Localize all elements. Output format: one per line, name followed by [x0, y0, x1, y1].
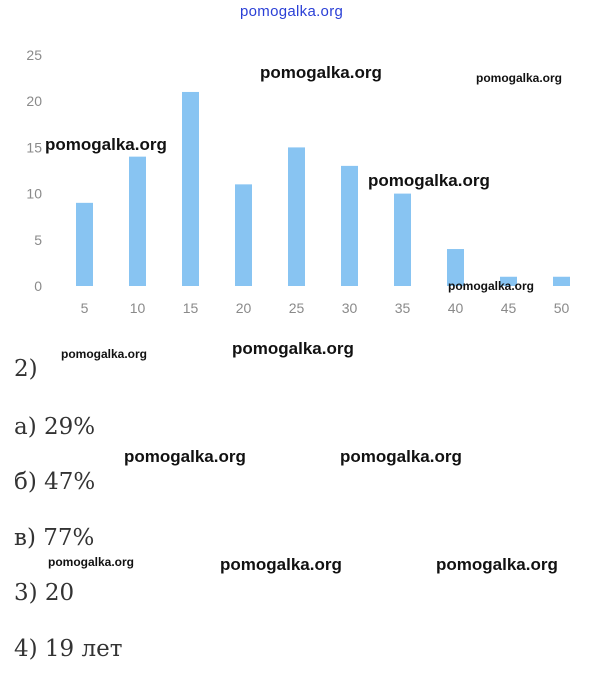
watermark-text: pomogalka.org	[436, 555, 558, 574]
watermark-text: pomogalka.org	[476, 71, 563, 85]
answer-line: 2)	[14, 356, 38, 382]
y-tick-label: 25	[26, 47, 42, 63]
watermark-text: pomogalka.org	[124, 447, 246, 466]
watermark-text: pomogalka.org	[448, 279, 535, 293]
bar	[76, 202, 93, 286]
bar	[500, 276, 517, 286]
watermark-text: pomogalka.org	[61, 347, 148, 361]
bar	[447, 249, 464, 286]
bar	[394, 193, 411, 286]
answer-line: б) 47%	[14, 469, 96, 495]
site-watermark-top: pomogalka.org	[240, 3, 344, 20]
x-tick-label: 45	[501, 300, 517, 316]
y-tick-label: 0	[34, 278, 42, 294]
bar-chart: 0 5 10 15 20 25 5 10 15 20 25 30 35 40 45 50	[26, 47, 570, 316]
x-tick-label: 40	[448, 300, 464, 316]
watermark-text: pomogalka.org	[45, 135, 167, 154]
bar	[288, 147, 305, 286]
answer-line: в) 77%	[14, 525, 95, 551]
watermark-text: pomogalka.org	[232, 339, 354, 358]
x-tick-label: 15	[183, 300, 199, 316]
watermark-text: pomogalka.org	[220, 555, 342, 574]
watermark-text: pomogalka.org	[260, 63, 382, 82]
bar	[129, 156, 146, 286]
x-tick-label: 35	[395, 300, 411, 316]
bar	[341, 165, 358, 286]
y-tick-label: 20	[26, 93, 42, 109]
y-tick-label: 15	[26, 139, 42, 155]
answer-line: 4) 19 лет	[14, 636, 123, 662]
watermark-text: pomogalka.org	[340, 447, 462, 466]
watermark-text: pomogalka.org	[368, 171, 490, 190]
y-tick-label: 10	[26, 186, 42, 202]
x-tick-label: 5	[81, 300, 89, 316]
x-tick-label: 25	[289, 300, 305, 316]
bar	[182, 91, 199, 287]
bar	[235, 184, 252, 286]
y-tick-label: 5	[34, 232, 42, 248]
answer-line: 3) 20	[14, 580, 75, 606]
watermark-text: pomogalka.org	[48, 555, 135, 569]
x-tick-label: 30	[342, 300, 358, 316]
x-tick-label: 10	[130, 300, 146, 316]
x-tick-label: 20	[236, 300, 252, 316]
bar	[553, 276, 570, 286]
answer-line: а) 29%	[14, 414, 96, 440]
x-tick-label: 50	[554, 300, 570, 316]
